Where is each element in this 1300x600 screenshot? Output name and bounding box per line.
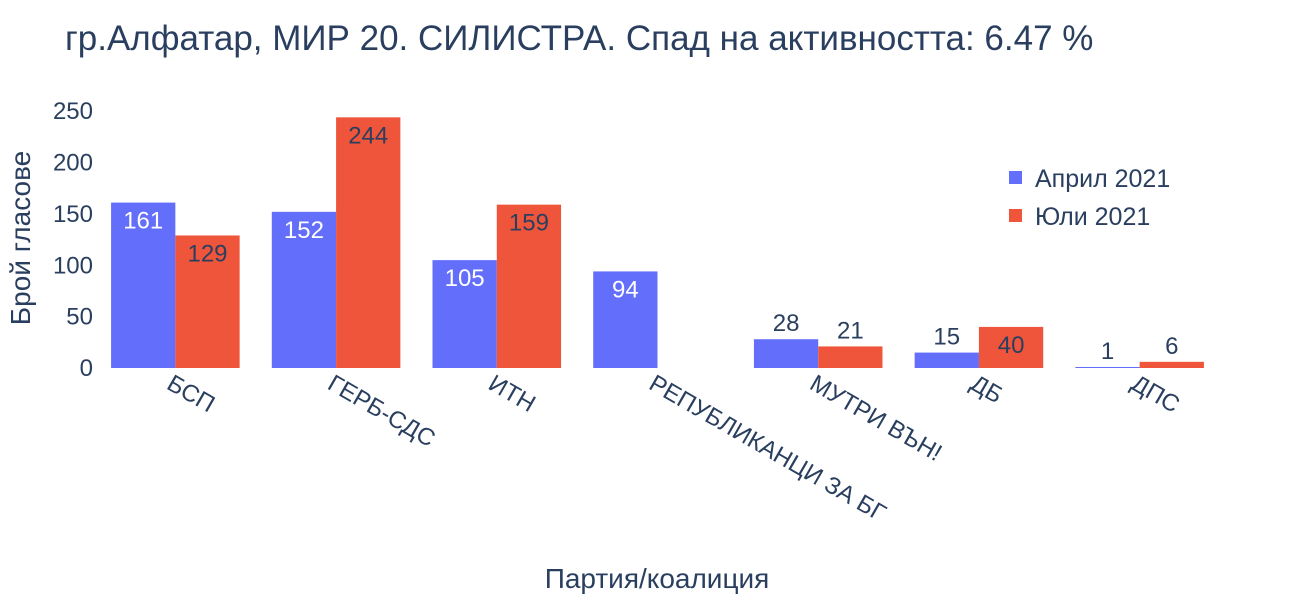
legend-swatch	[1009, 209, 1022, 222]
bar-value-label: 152	[284, 217, 324, 244]
bar-value-label: 40	[998, 332, 1025, 359]
bar-value-label: 1	[1101, 338, 1114, 365]
legend-swatch	[1009, 171, 1022, 184]
bar-value-label: 28	[773, 310, 800, 337]
bar-value-label: 6	[1165, 333, 1178, 360]
bar	[593, 271, 658, 368]
bars: 161 152 105 94 28 15 1 129 244 159 21 40 6	[111, 117, 1204, 368]
legend: Април 2021 Юли 2021	[1009, 165, 1170, 231]
bar-value-label: 15	[933, 324, 960, 351]
bar	[1075, 366, 1140, 368]
y-tick-label: 50	[66, 304, 93, 331]
bar	[432, 260, 497, 368]
y-tick-label: 200	[53, 150, 93, 177]
bar	[336, 117, 401, 368]
y-tick-label: 150	[53, 201, 93, 228]
x-tick-label: ИТН	[484, 370, 540, 418]
x-tick-label: МУТРИ ВЪН!	[805, 370, 946, 467]
bar-value-label: 159	[509, 210, 549, 237]
legend-label: Юли 2021	[1035, 203, 1150, 231]
bar	[175, 235, 240, 368]
x-tick-label: БСП	[162, 370, 219, 418]
x-tick-label: ДБ	[966, 370, 1007, 409]
bar-value-label: 244	[348, 122, 388, 149]
y-tick-label: 100	[53, 252, 93, 279]
bar	[753, 339, 819, 368]
bar-value-label: 105	[445, 265, 485, 292]
bar	[496, 204, 562, 368]
legend-label: Април 2021	[1035, 165, 1170, 193]
bar	[914, 352, 979, 368]
bar	[111, 202, 176, 368]
bar	[1139, 361, 1204, 368]
chart-title: гр.Алфатар, МИР 20. СИЛИСТРА. Спад на ак…	[65, 19, 1093, 58]
bar-value-label: 129	[187, 240, 227, 267]
bar-value-label: 21	[837, 317, 864, 344]
bar	[818, 346, 883, 368]
y-tick-label: 0	[80, 355, 93, 382]
y-axis-title: Брой гласове	[5, 151, 36, 325]
x-axis-title: Партия/коалиция	[545, 563, 770, 594]
x-tick-label: ГЕРБ-СДС	[323, 370, 440, 453]
bar	[978, 326, 1044, 368]
bar-value-label: 161	[123, 208, 163, 235]
y-axis-ticks: 0 50 100 150 200 250	[53, 98, 93, 382]
bar	[271, 211, 337, 368]
bar-value-label: 94	[612, 276, 639, 303]
x-tick-label: ДПС	[1127, 370, 1185, 419]
y-tick-label: 250	[53, 98, 93, 125]
